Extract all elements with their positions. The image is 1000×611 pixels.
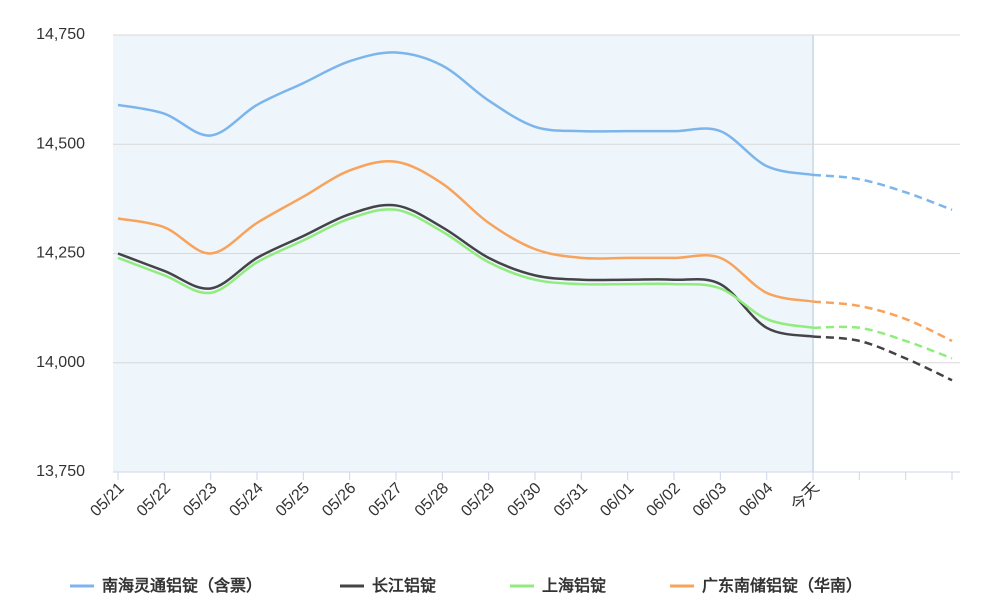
forecast-line <box>812 325 953 360</box>
x-tick-label: 05/22 <box>134 480 174 520</box>
series-line <box>117 208 814 330</box>
y-tick-label: 13,750 <box>36 463 85 480</box>
x-tick-label: 06/04 <box>736 480 776 520</box>
forecast-line <box>812 173 953 211</box>
x-tick-label: 06/02 <box>643 480 683 520</box>
y-tick-label: 14,250 <box>36 245 85 262</box>
y-tick-label: 14,500 <box>36 135 85 152</box>
x-tick-label: 05/23 <box>180 480 220 520</box>
forecast-line <box>812 335 953 382</box>
x-tick-label: 05/26 <box>319 480 359 520</box>
legend-label: 广东南储铝锭（华南） <box>702 576 862 595</box>
series-line <box>117 51 814 177</box>
x-tick-label: 05/29 <box>458 480 498 520</box>
forecast-line <box>812 300 953 343</box>
x-tick-label: 05/31 <box>551 480 591 520</box>
x-tick-label: 今天 <box>787 479 822 514</box>
series-line <box>117 203 814 338</box>
x-tick-label: 05/28 <box>412 480 452 520</box>
y-tick-label: 14,750 <box>36 26 85 43</box>
legend-label: 上海铝锭 <box>542 576 606 595</box>
x-tick-label: 05/24 <box>226 480 266 520</box>
x-tick-label: 05/21 <box>87 480 127 520</box>
y-tick-label: 14,000 <box>36 354 85 371</box>
x-tick-label: 06/01 <box>597 480 637 520</box>
x-tick-label: 05/25 <box>273 480 313 520</box>
legend-label: 长江铝锭 <box>372 576 436 595</box>
legend-label: 南海灵通铝锭（含票） <box>102 576 262 595</box>
x-tick-label: 05/30 <box>504 480 544 520</box>
series-line <box>117 159 814 303</box>
x-tick-label: 05/27 <box>365 480 405 520</box>
x-tick-label: 06/03 <box>690 480 730 520</box>
